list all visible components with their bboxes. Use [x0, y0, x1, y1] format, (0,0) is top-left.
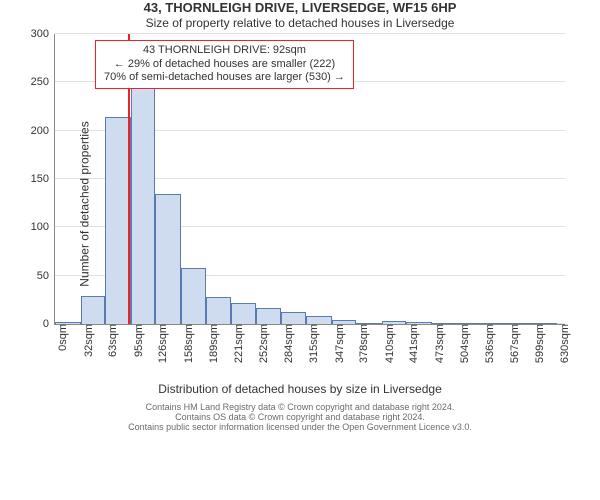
x-tick-label: 630sqm [557, 324, 571, 363]
histogram-bar [206, 297, 232, 324]
footer-line: Contains HM Land Registry data © Crown c… [0, 402, 600, 412]
x-tick-label: 221sqm [231, 324, 245, 363]
y-tick-label: 250 [31, 76, 55, 88]
x-tick-label: 32sqm [81, 324, 95, 357]
x-tick-label: 284sqm [281, 324, 295, 363]
x-tick-label: 63sqm [105, 324, 119, 357]
x-tick-label: 315sqm [306, 324, 320, 363]
x-tick-label: 347sqm [332, 324, 346, 363]
histogram-bar [131, 86, 156, 324]
histogram-bar [155, 194, 181, 324]
annotation-line2: ← 29% of detached houses are smaller (22… [104, 58, 345, 72]
histogram-bar [256, 308, 282, 324]
annotation-line3: 70% of semi-detached houses are larger (… [104, 71, 345, 85]
x-tick-label: 504sqm [457, 324, 471, 363]
footer-line: Contains OS data © Crown copyright and d… [0, 412, 600, 422]
plot-area: 43 THORNLEIGH DRIVE: 92sqm ← 29% of deta… [54, 34, 565, 325]
x-tick-label: 567sqm [507, 324, 521, 363]
x-tick-label: 378sqm [356, 324, 370, 363]
x-tick-label: 536sqm [482, 324, 496, 363]
y-tick-label: 100 [31, 221, 55, 233]
x-tick-label: 126sqm [155, 324, 169, 363]
histogram-bar [81, 296, 106, 324]
histogram-bar [306, 316, 332, 324]
footer-line: Contains public sector information licen… [0, 422, 600, 432]
page-title: 43, THORNLEIGH DRIVE, LIVERSEDGE, WF15 6… [0, 0, 600, 16]
x-tick-label: 473sqm [432, 324, 446, 363]
y-tick-label: 50 [37, 270, 55, 282]
x-axis-label: Distribution of detached houses by size … [0, 382, 600, 396]
histogram-bar [105, 117, 131, 324]
histogram-bar [231, 303, 256, 324]
y-tick-label: 200 [31, 125, 55, 137]
annotation-line1: 43 THORNLEIGH DRIVE: 92sqm [104, 44, 345, 58]
x-tick-label: 95sqm [131, 324, 145, 357]
grid-line [55, 33, 565, 34]
x-tick-label: 189sqm [206, 324, 220, 363]
x-tick-label: 0sqm [55, 324, 69, 351]
chart-area: Number of detached properties 43 THORNLE… [0, 30, 600, 378]
x-tick-label: 252sqm [256, 324, 270, 363]
histogram-bar [181, 268, 206, 324]
y-tick-label: 0 [43, 318, 55, 330]
x-tick-label: 599sqm [532, 324, 546, 363]
y-tick-label: 300 [31, 28, 55, 40]
footer-text: Contains HM Land Registry data © Crown c… [0, 402, 600, 432]
x-tick-label: 410sqm [382, 324, 396, 363]
x-tick-label: 158sqm [181, 324, 195, 363]
page-subtitle: Size of property relative to detached ho… [0, 16, 600, 30]
y-tick-label: 150 [31, 173, 55, 185]
histogram-bar [281, 312, 306, 324]
annotation-box: 43 THORNLEIGH DRIVE: 92sqm ← 29% of deta… [95, 40, 354, 89]
x-tick-label: 441sqm [406, 324, 420, 363]
